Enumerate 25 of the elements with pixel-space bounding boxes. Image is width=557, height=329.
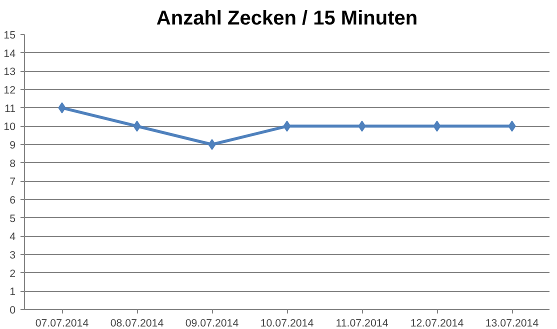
point <box>208 139 216 150</box>
y-tick-label: 9 <box>10 140 16 152</box>
y-tick-label: 15 <box>4 30 16 42</box>
y-tick-label: 13 <box>4 66 16 78</box>
x-tick-label: 07.07.2014 <box>35 318 89 329</box>
y-tick-label: 8 <box>10 158 16 170</box>
y-tick-label: 5 <box>10 212 16 225</box>
y-tick-label: 12 <box>4 84 16 96</box>
x-tick-label: 12.07.2014 <box>410 318 464 329</box>
y-tick-label: 14 <box>4 48 16 60</box>
y-tick-label: 3 <box>10 250 16 262</box>
x-tick-label: 09.07.2014 <box>185 318 239 329</box>
y-tick-label: 4 <box>10 231 16 244</box>
y-tick-label: 7 <box>10 176 16 188</box>
x-tick-label: 13.07.2014 <box>485 318 539 329</box>
x-tick-label: 08.07.2014 <box>110 318 164 329</box>
y-tick-label: 2 <box>10 268 16 280</box>
y-tick-label: 0 <box>10 304 16 316</box>
x-tick-label: 11.07.2014 <box>336 318 388 329</box>
y-tick-label: 10 <box>4 121 16 134</box>
x-tick-label: 10.07.2014 <box>260 318 314 329</box>
y-tick-label: 11 <box>4 102 16 115</box>
y-tick-label: 1 <box>10 286 16 298</box>
chart-title: Anzahl Zecken / 15 Minuten <box>156 8 418 30</box>
y-tick-label: 6 <box>10 194 16 206</box>
